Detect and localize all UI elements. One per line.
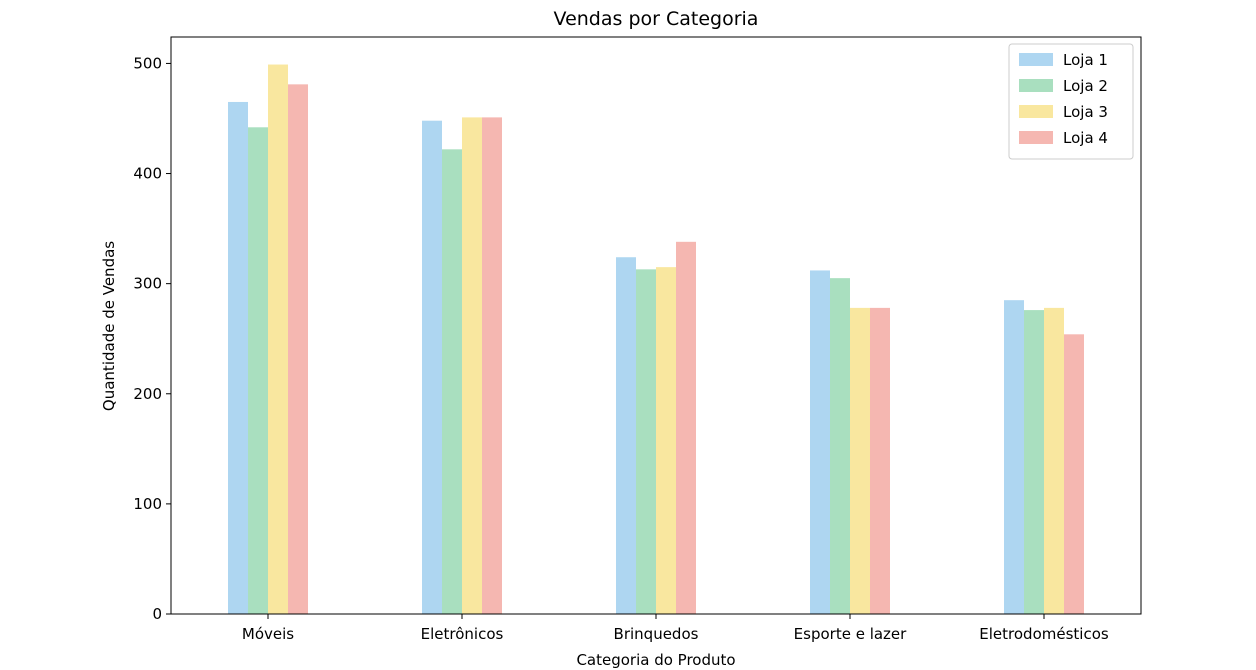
bar	[656, 267, 676, 614]
x-tick-label: Esporte e lazer	[794, 625, 907, 643]
bar	[636, 269, 656, 614]
bar	[676, 241, 696, 614]
legend-swatch	[1019, 79, 1053, 92]
plot-area: Móveis Eletrônicos Brinquedos Esporte e laz…	[133, 36, 1142, 643]
legend-label: Loja 3	[1063, 103, 1108, 121]
bar	[462, 117, 482, 614]
y-tick-label: 500	[133, 54, 162, 72]
y-tick-label: 200	[133, 385, 162, 403]
legend-swatch	[1019, 105, 1053, 118]
y-tick-label: 400	[133, 165, 162, 183]
legend-label: Loja 2	[1063, 77, 1108, 95]
bar	[1024, 310, 1044, 614]
bar	[870, 307, 890, 614]
x-axis-label: Categoria do Produto	[576, 651, 735, 669]
bar	[1044, 307, 1064, 614]
bar	[482, 117, 502, 614]
bar	[442, 149, 462, 615]
bar	[616, 257, 636, 614]
x-tick-label: Eletrônicos	[421, 625, 504, 643]
y-tick-label: 0	[152, 605, 162, 623]
bar	[850, 307, 870, 614]
x-tick-label: Eletrodomésticos	[979, 625, 1109, 643]
legend: Loja 1 Loja 2 Loja 3 Loja 4	[1008, 43, 1134, 160]
y-tick-label: 100	[133, 495, 162, 513]
chart-title: Vendas por Categoria	[554, 8, 759, 30]
x-tick-label: Móveis	[242, 625, 294, 643]
bar	[810, 270, 830, 614]
legend-label: Loja 1	[1063, 51, 1108, 69]
legend-swatch	[1019, 53, 1053, 66]
x-tick-label: Brinquedos	[614, 625, 699, 643]
legend-box	[1008, 43, 1134, 160]
bar	[830, 278, 850, 614]
bar	[1064, 334, 1084, 614]
legend-label: Loja 4	[1063, 129, 1108, 147]
legend-swatch	[1019, 131, 1053, 144]
bar	[422, 120, 442, 615]
bar	[248, 127, 268, 615]
bar	[228, 101, 248, 615]
bar	[268, 64, 288, 614]
y-tick-label: 300	[133, 275, 162, 293]
y-axis-label: Quantidade de Vendas	[100, 241, 118, 411]
bar	[1004, 300, 1024, 614]
plot-frame	[170, 36, 1142, 615]
bar	[288, 84, 308, 614]
